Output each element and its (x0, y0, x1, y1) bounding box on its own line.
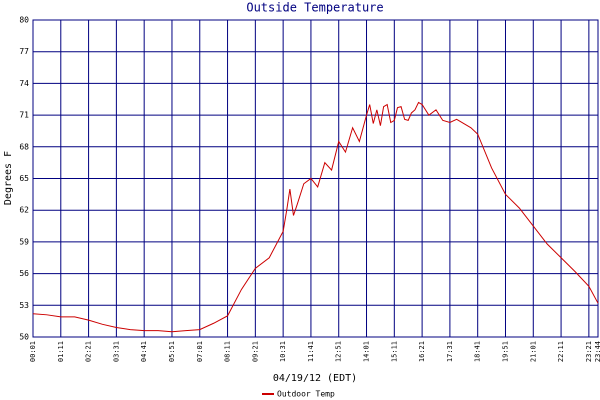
x-tick-label: 01:11 (57, 341, 65, 362)
x-tick-label: 08:11 (224, 341, 232, 362)
chart-title: Outside Temperature (246, 1, 383, 15)
y-tick-label: 71 (19, 111, 29, 120)
y-axis-label: Degrees F (3, 151, 14, 205)
x-tick-label: 23:44 (594, 341, 600, 362)
y-tick-label: 68 (19, 142, 29, 151)
x-tick-label: 18:41 (474, 341, 482, 362)
x-tick-label: 10:31 (279, 341, 287, 362)
y-tick-label: 59 (19, 237, 29, 246)
x-tick-label: 11:41 (307, 341, 315, 362)
x-tick-label: 00:01 (29, 341, 37, 362)
x-axis-label: 04/19/12 (EDT) (273, 373, 357, 384)
x-tick-label: 17:31 (446, 341, 454, 362)
y-tick-label: 77 (19, 47, 29, 56)
x-tick-label: 14:01 (363, 341, 371, 362)
x-tick-label: 04:41 (140, 341, 148, 362)
x-tick-label: 12:51 (335, 341, 343, 362)
y-tick-label: 65 (19, 174, 29, 183)
x-tick-label: 09:21 (251, 341, 259, 362)
x-tick-label: 15:11 (390, 341, 398, 362)
x-tick-label: 22:11 (557, 341, 565, 362)
x-tick-label: 19:51 (501, 341, 509, 362)
y-tick-label: 50 (19, 333, 29, 342)
y-tick-label: 74 (19, 79, 29, 88)
x-tick-label: 02:21 (85, 341, 93, 362)
legend-label: Outdoor Temp (277, 390, 335, 399)
y-tick-label: 56 (19, 269, 29, 278)
x-tick-label: 07:01 (196, 341, 204, 362)
x-tick-label: 03:31 (112, 341, 120, 362)
data-line (32, 101, 599, 333)
y-tick-label: 62 (19, 206, 29, 215)
x-tick-label: 23:21 (585, 341, 593, 362)
x-tick-label: 21:01 (529, 341, 537, 362)
x-tick-label: 16:21 (418, 341, 426, 362)
y-tick-label: 53 (19, 301, 29, 310)
x-tick-label: 05:51 (168, 341, 176, 362)
y-tick-label: 80 (19, 16, 29, 25)
